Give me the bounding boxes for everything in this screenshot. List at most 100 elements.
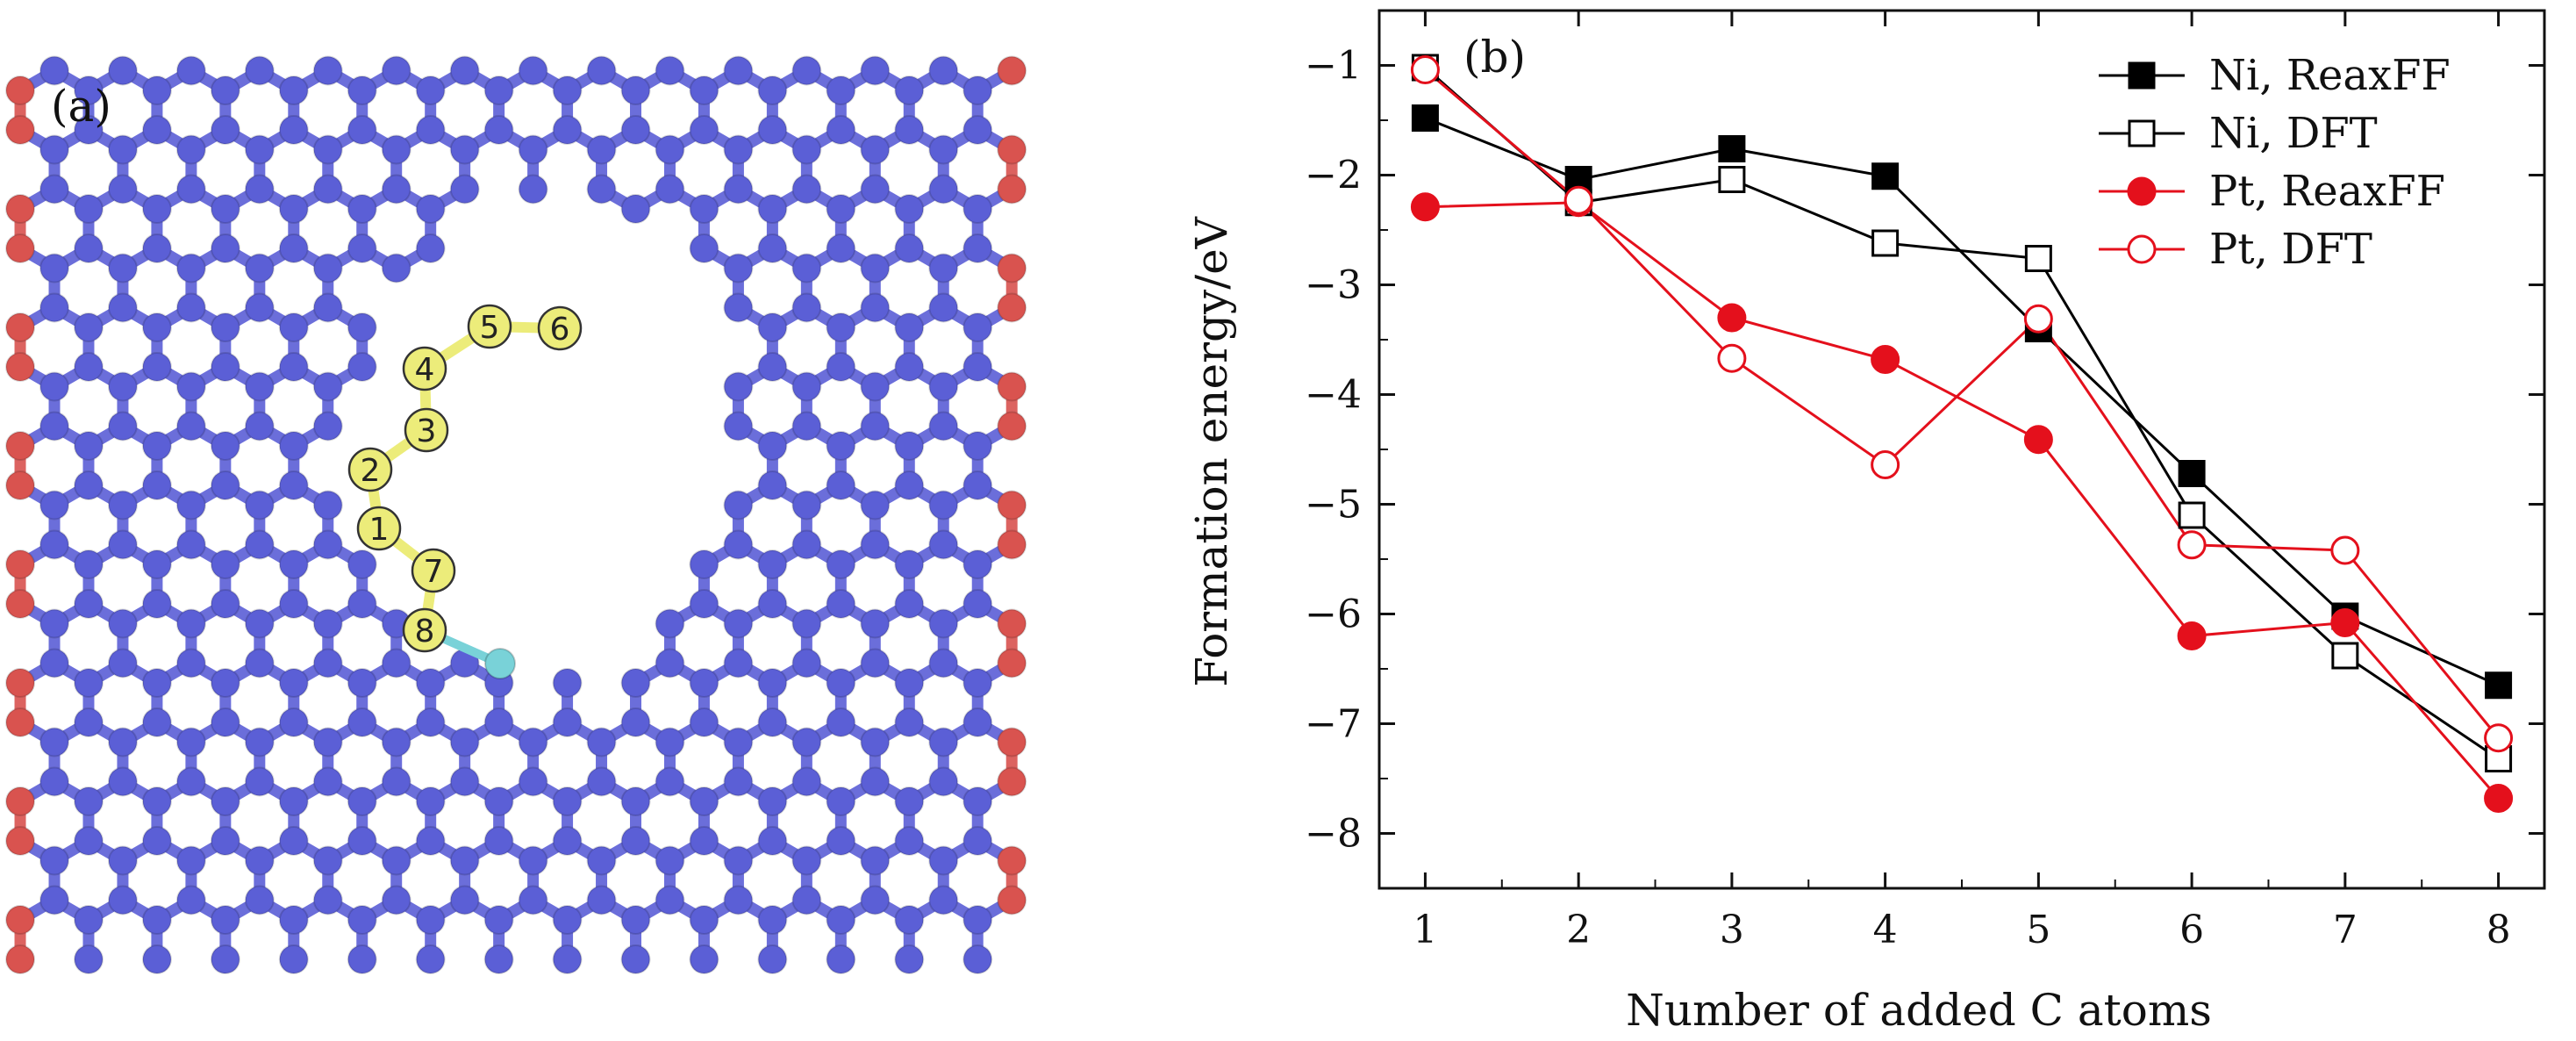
carbon-atom [791,766,822,797]
data-point-series-2 [2330,608,2360,637]
carbon-atom [757,352,788,382]
x-tick-label: 7 [2333,908,2358,952]
carbon-atom [73,589,104,619]
carbon-atom [757,312,788,342]
carbon-atom [312,490,343,520]
carbon-atom [518,845,548,876]
data-point-series-2 [1717,303,1747,333]
series-line-2 [1425,201,2500,800]
carbon-atom [791,608,822,639]
carbon-atom [175,608,206,639]
carbon-atom [826,75,856,105]
carbon-atom [141,470,172,500]
carbon-atom [347,352,377,382]
y-tick-label: −6 [1305,592,1362,637]
carbon-atom [826,905,856,935]
edge-atom [997,648,1027,678]
carbon-atom [278,312,309,342]
carbon-atom [175,292,206,323]
x-tick-label: 6 [2179,908,2204,952]
carbon-atom [689,786,719,816]
carbon-atom [894,944,925,974]
carbon-atom [39,174,69,205]
carbon-atom [928,292,959,323]
legend-entry-label: Pt, DFT [2209,225,2372,274]
carbon-atom [655,885,685,915]
atom-number-label: 5 [480,310,500,346]
carbon-atom [723,608,754,639]
carbon-atom [39,529,69,560]
series-lines [1424,66,2500,800]
carbon-atom [894,826,925,856]
edge-atom [997,134,1027,165]
carbon-atom [107,490,138,520]
series-markers [1410,54,2514,813]
carbon-atom [415,75,446,105]
carbon-atom [860,371,891,402]
carbon-atom [381,845,411,876]
added-carbon-atom [411,548,456,593]
carbon-atom [73,470,104,500]
carbon-atom [312,371,343,402]
carbon-atom [210,707,240,737]
carbon-atom [586,885,617,915]
carbon-atom [175,529,206,560]
carbon-atom [210,944,240,974]
carbon-atom [73,431,104,461]
carbon-atom [73,75,104,105]
edge-atom [997,253,1027,284]
carbon-atom [312,411,343,442]
carbon-atom [826,549,856,579]
carbon-atom [244,885,275,915]
edge-atom [997,371,1027,402]
legend: Ni, ReaxFF Ni, DFT Pt, ReaxFF Pt, DFT [2099,51,2451,274]
carbon-atom [655,648,685,678]
carbon-atom [210,589,240,619]
carbon-atom [175,371,206,402]
carbon-atom [278,194,309,224]
carbon-atom [141,194,172,224]
legend-marker [2127,176,2157,206]
carbon-atom [757,905,788,935]
carbon-atom [552,668,583,698]
carbon-atom [757,194,788,224]
carbon-atom [244,174,275,205]
data-point-series-2 [1410,192,1440,222]
data-point-series-3 [2484,723,2514,753]
carbon-atom [723,371,754,402]
carbon-atom [278,944,309,974]
carbon-atom [107,55,138,86]
carbon-atom [928,845,959,876]
carbon-atom [312,529,343,560]
carbon-atom [586,727,617,757]
data-point-series-3 [2023,304,2053,334]
edge-atom [5,905,36,935]
legend-marker [2128,61,2156,90]
carbon-atom [791,845,822,876]
carbon-atom [244,411,275,442]
carbon-atom [826,707,856,737]
carbon-atom [757,944,788,974]
carbon-atom [39,55,69,86]
carbon-atom [175,253,206,284]
carbon-atom [347,826,377,856]
carbon-atom [39,490,69,520]
edge-atom [997,885,1027,915]
carbon-atom [244,371,275,402]
carbon-atom [757,589,788,619]
carbon-atom [928,648,959,678]
carbon-atom [928,134,959,165]
carbon-atom [107,529,138,560]
carbon-atom [278,233,309,263]
carbon-atom [210,312,240,342]
carbon-atom [518,55,548,86]
carbon-atom [552,707,583,737]
carbon-atom [483,115,514,145]
carbon-atom [552,75,583,105]
data-point-series-1 [2331,642,2359,670]
atom-number-label: 6 [550,312,570,348]
carbon-atom [655,727,685,757]
carbon-atom [552,786,583,816]
carbon-atom [278,826,309,856]
